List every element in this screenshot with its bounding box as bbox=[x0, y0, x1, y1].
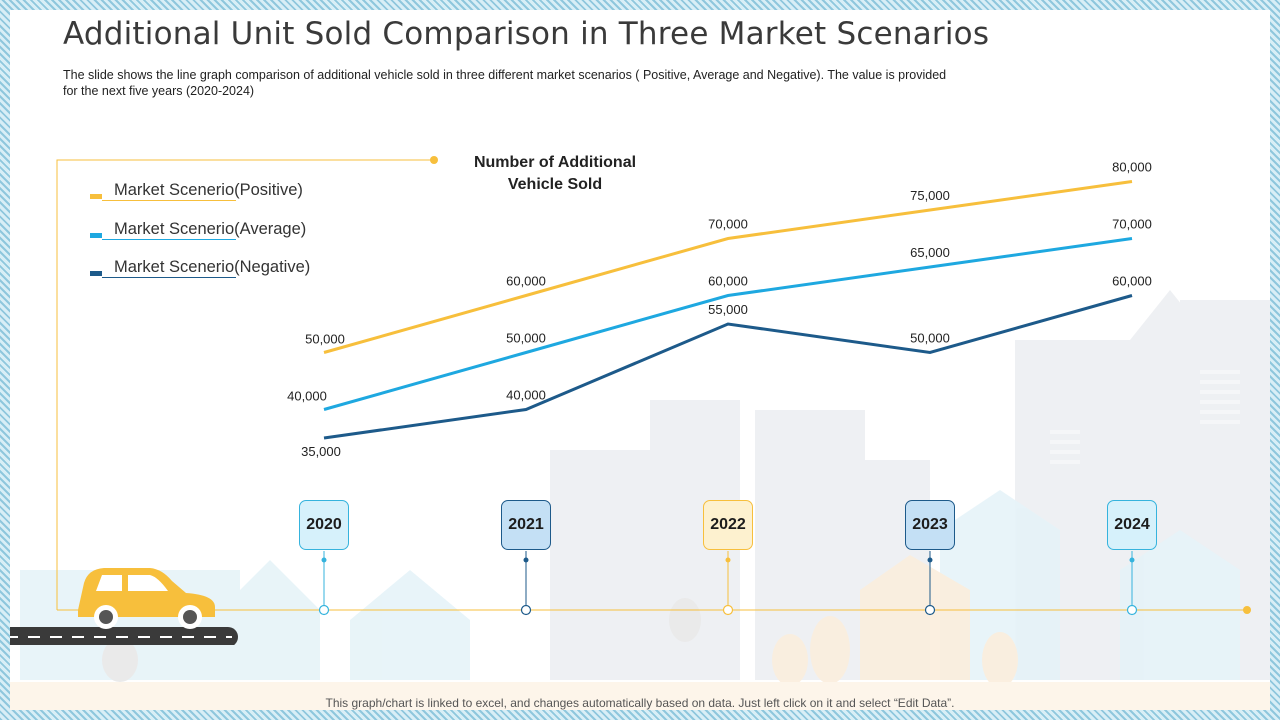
chart-title: Number of Additional Vehicle Sold bbox=[473, 154, 637, 193]
decorative-bracket bbox=[56, 156, 438, 610]
year-box-2024: 2024 bbox=[1107, 500, 1157, 550]
slide-subtitle: The slide shows the line graph compariso… bbox=[63, 68, 947, 98]
data-label: 60,000 bbox=[506, 274, 546, 289]
footer-note: This graph/chart is linked to excel, and… bbox=[325, 696, 955, 710]
data-label: 40,000 bbox=[287, 389, 327, 404]
slide-canvas: Additional Unit Sold Comparison in Three… bbox=[10, 10, 1270, 710]
year-box-2020: 2020 bbox=[299, 500, 349, 550]
timeline bbox=[57, 551, 1251, 616]
timeline-stem-dot bbox=[725, 557, 731, 563]
legend-label-negative: Market Scenerio(Negative) bbox=[114, 258, 311, 276]
timeline-marker bbox=[722, 604, 734, 616]
timeline-marker bbox=[318, 604, 330, 616]
year-box-2023: 2023 bbox=[905, 500, 955, 550]
timeline-stem-dot bbox=[1129, 557, 1135, 563]
timeline-stem-dot bbox=[927, 557, 933, 563]
data-label: 50,000 bbox=[506, 331, 546, 346]
legend-underline-positive bbox=[102, 200, 236, 201]
data-label: 75,000 bbox=[910, 188, 950, 203]
legend-underline-average bbox=[102, 239, 236, 240]
year-box-2022: 2022 bbox=[703, 500, 753, 550]
legend-label-average: Market Scenerio(Average) bbox=[114, 220, 307, 238]
data-label: 50,000 bbox=[910, 331, 950, 346]
legend-swatch-positive bbox=[90, 194, 102, 199]
year-box-2021: 2021 bbox=[501, 500, 551, 550]
slide-title: Additional Unit Sold Comparison in Three… bbox=[63, 16, 990, 52]
legend-underline-negative bbox=[102, 277, 236, 278]
data-label: 60,000 bbox=[1112, 274, 1152, 289]
data-label: 65,000 bbox=[910, 245, 950, 260]
timeline-stem-dot bbox=[321, 557, 327, 563]
data-label: 50,000 bbox=[305, 332, 345, 347]
timeline-marker bbox=[1126, 604, 1138, 616]
data-label: 80,000 bbox=[1112, 160, 1152, 175]
legend-swatch-negative bbox=[90, 271, 102, 276]
data-label: 70,000 bbox=[708, 217, 748, 232]
data-label: 35,000 bbox=[301, 444, 341, 459]
data-label: 60,000 bbox=[708, 274, 748, 289]
legend-label-positive: Market Scenerio(Positive) bbox=[114, 181, 303, 199]
data-label: 55,000 bbox=[708, 302, 748, 317]
data-label: 40,000 bbox=[506, 388, 546, 403]
series-line-3 bbox=[323, 294, 1133, 440]
timeline-stem-dot bbox=[523, 557, 529, 563]
series-line-2 bbox=[323, 237, 1133, 411]
series-line-1 bbox=[323, 180, 1133, 354]
data-label: 70,000 bbox=[1112, 217, 1152, 232]
timeline-marker bbox=[520, 604, 532, 616]
car-on-road-illustration bbox=[10, 568, 238, 645]
line-chart: 50,000 60,000 70,000 75,000 80,000 40,000 50,0… bbox=[287, 160, 1152, 460]
timeline-marker bbox=[924, 604, 936, 616]
legend-swatch-average bbox=[90, 233, 102, 238]
timeline-end-dot bbox=[1243, 606, 1251, 614]
